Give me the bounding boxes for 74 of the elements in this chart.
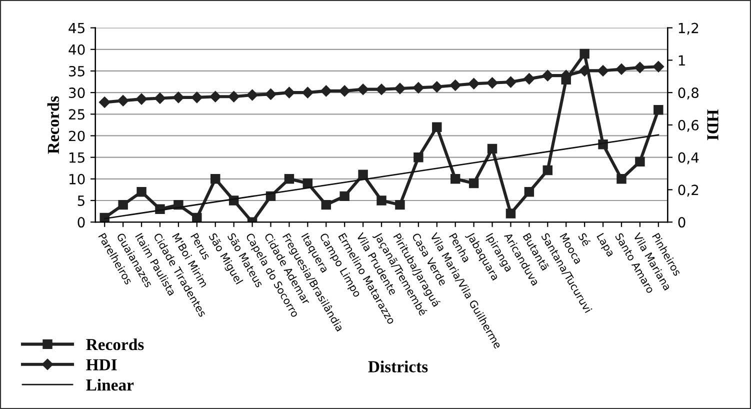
- legend-label: HDI: [86, 359, 117, 370]
- point: [616, 174, 626, 184]
- y2-tick-label: 0,4: [678, 152, 699, 164]
- y-axis-title: Records: [47, 96, 60, 154]
- point: [412, 82, 424, 94]
- point: [414, 152, 424, 162]
- point: [450, 174, 460, 184]
- y-tick-label: 15: [70, 152, 84, 163]
- x-axis-title: Districts: [368, 360, 428, 372]
- point: [635, 156, 645, 167]
- point: [616, 63, 628, 75]
- point: [228, 91, 240, 102]
- y2-tick-label: 1: [678, 55, 685, 66]
- legend-label: Linear: [86, 378, 134, 391]
- point: [246, 89, 258, 101]
- point: [597, 65, 609, 76]
- y-tick-label: 30: [69, 88, 85, 98]
- point: [542, 165, 553, 176]
- y-tick-label: 45: [68, 22, 84, 34]
- y2-tick-label: 0,2: [678, 184, 698, 197]
- point: [357, 84, 369, 95]
- point: [542, 70, 554, 82]
- point: [506, 208, 516, 218]
- point: [394, 82, 406, 94]
- point: [338, 85, 350, 97]
- point: [302, 86, 314, 98]
- point: [654, 104, 664, 115]
- point: [191, 92, 203, 104]
- point: [431, 81, 442, 93]
- point: [468, 78, 480, 90]
- point: [395, 200, 405, 210]
- point: [432, 122, 442, 132]
- point: [340, 191, 350, 202]
- point: [634, 62, 646, 74]
- y-tick-label: 10: [70, 174, 85, 184]
- point: [118, 200, 128, 210]
- point: [136, 93, 148, 105]
- legend-label: Records: [86, 338, 144, 350]
- point: [376, 196, 386, 206]
- y-tick-label: 35: [69, 66, 84, 76]
- y2-tick-label: 0: [678, 217, 686, 228]
- point: [172, 92, 184, 104]
- point: [580, 48, 590, 59]
- point: [487, 144, 498, 154]
- point: [284, 174, 294, 184]
- point: [154, 92, 166, 104]
- point: [524, 73, 535, 84]
- y2-axis-title: HDI: [707, 109, 718, 140]
- point: [524, 187, 534, 197]
- point: [358, 170, 368, 180]
- point: [320, 85, 332, 97]
- point: [450, 80, 461, 91]
- y2-tick-label: 0,8: [678, 88, 698, 100]
- point: [136, 187, 146, 197]
- point: [376, 84, 388, 95]
- point: [192, 212, 202, 222]
- point: [210, 174, 220, 184]
- point: [468, 178, 479, 188]
- point: [652, 61, 664, 72]
- point: [210, 91, 221, 102]
- y-tick-label: 25: [69, 109, 84, 120]
- y-tick-label: 20: [69, 130, 85, 142]
- point: [265, 88, 276, 100]
- y-tick-label: 40: [68, 44, 85, 55]
- point: [486, 77, 498, 88]
- point: [117, 95, 129, 106]
- y2-tick-label: 0,6: [678, 120, 699, 132]
- y-tick-label: 0: [78, 217, 85, 228]
- point: [505, 76, 516, 88]
- y2-tick-label: 1,2: [678, 22, 698, 35]
- point: [321, 200, 331, 210]
- point: [284, 86, 295, 98]
- y-tick-label: 5: [78, 196, 84, 206]
- point: [99, 96, 110, 108]
